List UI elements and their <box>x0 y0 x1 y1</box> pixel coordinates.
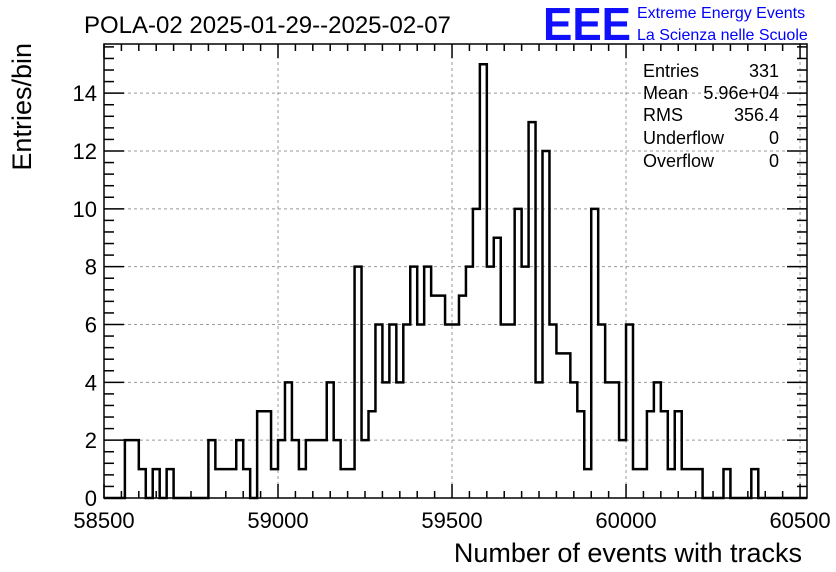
axis-ticks <box>103 44 807 499</box>
y-axis-label: Entries/bin <box>7 43 37 171</box>
eee-logo: EEE Extreme Energy Events La Scienza nel… <box>543 0 808 50</box>
y-tick-label: 6 <box>85 312 97 337</box>
y-tick-label: 0 <box>85 486 97 511</box>
logo-line-2: La Scienza nelle Scuole <box>637 27 808 44</box>
x-tick-label: 60500 <box>769 508 830 533</box>
x-tick-label: 59000 <box>247 508 308 533</box>
y-tick-labels: 0 2 4 6 8 10 12 14 <box>73 81 97 511</box>
y-tick-label: 2 <box>85 428 97 453</box>
stats-label-underflow: Underflow <box>643 128 725 148</box>
stats-value-entries: 331 <box>749 61 779 81</box>
y-tick-label: 4 <box>85 370 97 395</box>
chart-title: POLA-02 2025-01-29--2025-02-07 <box>84 12 451 39</box>
stats-label-rms: RMS <box>643 105 683 125</box>
stats-label-entries: Entries <box>643 61 699 81</box>
y-tick-label: 8 <box>85 255 97 280</box>
grid <box>104 44 807 498</box>
stats-value-rms: 356.4 <box>734 105 779 125</box>
stats-label-mean: Mean <box>643 83 688 103</box>
stats-label-overflow: Overflow <box>643 151 715 171</box>
stats-value-mean: 5.96e+04 <box>703 83 779 103</box>
eee-logo-mark: EEE <box>543 0 631 50</box>
logo-line-1: Extreme Energy Events <box>637 5 805 22</box>
x-tick-label: 59500 <box>421 508 482 533</box>
x-tick-label: 60000 <box>595 508 656 533</box>
y-tick-label: 14 <box>73 81 97 106</box>
x-tick-label: 58500 <box>73 508 134 533</box>
stats-value-overflow: 0 <box>769 151 779 171</box>
x-tick-labels: 58500 59000 59500 60000 60500 <box>73 508 830 533</box>
y-tick-label: 12 <box>73 139 97 164</box>
plot-frame <box>103 43 808 499</box>
stats-box: Entries 331 Mean 5.96e+04 RMS 356.4 Unde… <box>643 61 779 171</box>
x-axis-label: Number of events with tracks <box>454 538 802 568</box>
stats-value-underflow: 0 <box>769 128 779 148</box>
y-tick-label: 10 <box>73 197 97 222</box>
histogram-outline <box>104 62 807 500</box>
